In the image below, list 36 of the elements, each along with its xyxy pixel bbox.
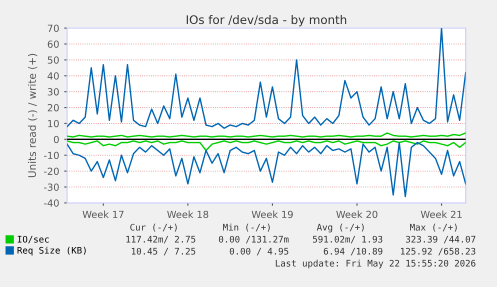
y-axis-title: Units read (-) / write (+) xyxy=(28,54,38,178)
text: 323.39 /44.07 xyxy=(406,236,476,244)
x-tick-label: Week 21 xyxy=(420,210,462,218)
line-series xyxy=(67,142,466,198)
x-tick-label: Week 17 xyxy=(82,210,124,218)
text: 117.42m/ 2.75 xyxy=(126,236,196,244)
y-tick-label: 10 xyxy=(48,120,59,128)
legend-label: Req Size (KB) xyxy=(18,246,86,256)
text: 0.00 /131.27m xyxy=(218,236,289,244)
line-series xyxy=(67,140,466,152)
text: 125.92 /658.23 xyxy=(400,248,476,256)
y-tick-label: -30 xyxy=(44,184,59,191)
text: 6.94 /10.89 xyxy=(324,248,382,256)
y-tick-label: -40 xyxy=(44,199,59,207)
text: Avg (-/+) xyxy=(316,224,364,232)
y-tick-label: 50 xyxy=(48,56,59,64)
x-tick-label: Week 19 xyxy=(252,210,293,218)
y-tick-label: -20 xyxy=(44,168,59,175)
text: Min (-/+) xyxy=(223,224,270,232)
text: 10.45 / 7.25 xyxy=(132,248,196,256)
y-tick-label: 20 xyxy=(48,104,59,112)
y-tick-label: 0 xyxy=(54,136,59,144)
x-tick-label: Week 18 xyxy=(167,210,208,218)
y-tick-label: -10 xyxy=(44,152,59,160)
text: Last update: Fri May 22 15:55:20 2026 xyxy=(276,260,476,268)
y-tick-label: 70 xyxy=(48,24,59,32)
text: Max (-/+) xyxy=(410,224,457,232)
y-tick-label: 60 xyxy=(48,40,59,48)
text: 591.02m/ 1.93 xyxy=(312,236,382,244)
x-tick-label: Week 20 xyxy=(336,210,378,218)
y-tick-label: 40 xyxy=(48,72,59,80)
chart-title: IOs for /dev/sda - by month xyxy=(186,14,346,26)
text: Cur (-/+) xyxy=(130,224,177,232)
y-tick-label: 30 xyxy=(48,88,59,96)
legend-label: IO/sec xyxy=(18,236,49,244)
text: 0.00 / 4.95 xyxy=(230,248,288,256)
